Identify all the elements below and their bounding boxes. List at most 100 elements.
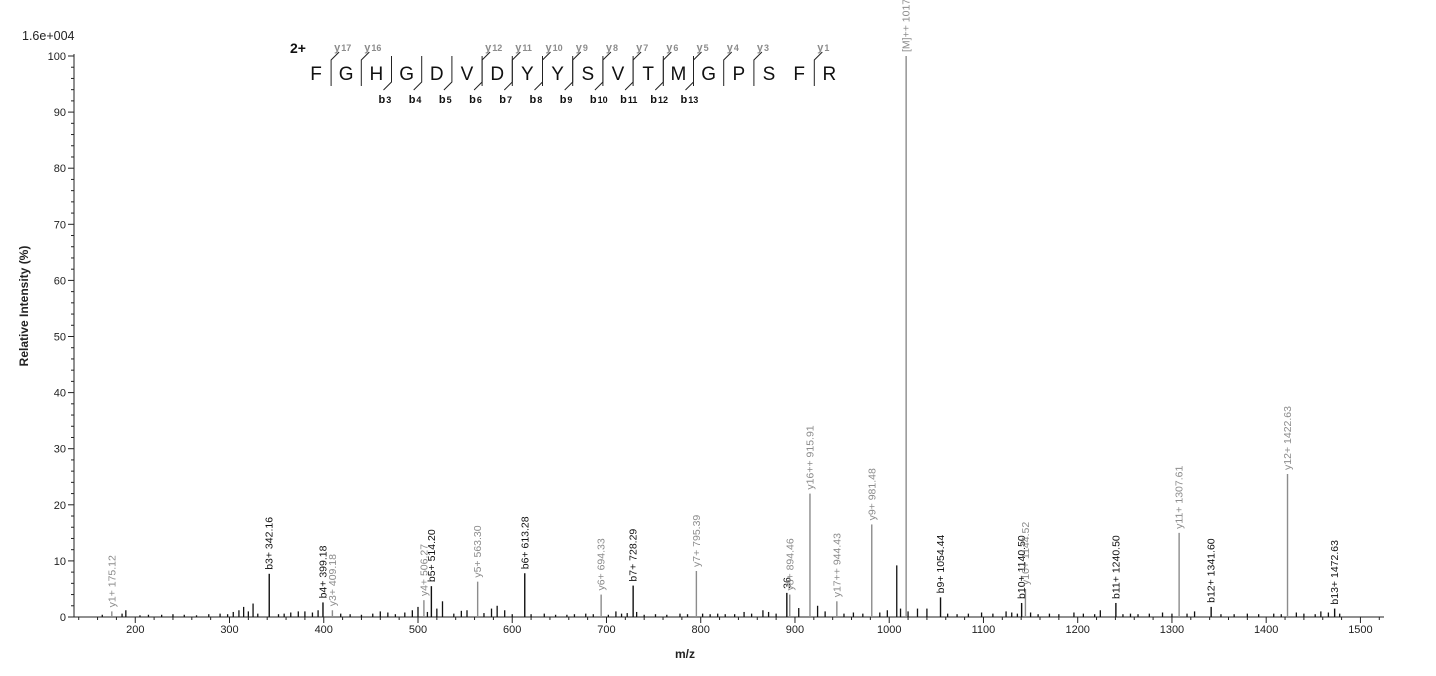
b-ion-number: 10 <box>598 95 608 105</box>
peak-label: b6+ 613.28 <box>519 516 531 569</box>
peak-label: y16++ 915.91 <box>804 425 816 489</box>
b-ion-label: b11 <box>620 94 637 106</box>
b-ion-cleavage-marker <box>473 56 483 91</box>
sequence-residue: M <box>670 64 686 85</box>
b-ion-number: 9 <box>567 95 572 105</box>
sequence-residue: Y <box>521 64 534 85</box>
b-ion-label: b5 <box>439 94 452 106</box>
y-ion-cleavage-marker <box>813 51 823 86</box>
y-ion-label: y17 <box>334 42 351 54</box>
peak-label: b4+ 399.18 <box>317 545 329 598</box>
y-ion-number: 4 <box>734 43 739 53</box>
peak-label: y17++ 944.43 <box>831 533 843 597</box>
y-ion-cleavage-marker <box>542 51 551 86</box>
y-tick-label: 70 <box>54 219 66 231</box>
peak-label: b3+ 342.16 <box>264 517 276 570</box>
b-ion-cleavage-marker <box>624 56 634 91</box>
axes: 200 300 400 500 600 700 800 900 1000 1100 1200 1300… <box>48 51 1384 636</box>
sequence-residue: R <box>823 64 837 85</box>
b-ion-label: b13 <box>681 94 699 106</box>
peak-label: y5+ 563.30 <box>472 525 484 577</box>
x-tick-label: 500 <box>409 624 427 636</box>
b-ion-number: 7 <box>507 95 512 105</box>
b-ion-number: 13 <box>688 95 698 105</box>
y-ion-cleavage-marker <box>632 51 642 86</box>
b-ion-label: b9 <box>560 94 573 106</box>
x-tick-label: 600 <box>503 624 521 636</box>
y-tick-label: 90 <box>54 107 66 119</box>
sequence-residue: P <box>732 64 745 85</box>
intensity-scale-label: 1.6e+004 <box>22 29 75 43</box>
y-ion-cleavage-marker <box>753 51 763 86</box>
sequence-residue: S <box>763 64 776 85</box>
y-ion-label: y4 <box>727 42 739 54</box>
peaks <box>101 56 1341 617</box>
sequence-residue: D <box>430 64 444 85</box>
sequence-residue: V <box>612 64 625 85</box>
sequence-residue: V <box>461 64 474 85</box>
b-ion-number: 6 <box>477 95 482 105</box>
peak-label: y11+ 1307.61 <box>1174 466 1186 529</box>
sequence-residue: G <box>339 64 354 85</box>
b-ion-label: b8 <box>530 94 543 106</box>
y-ion-label: y5 <box>697 42 709 54</box>
y-ion-number: 17 <box>341 43 351 53</box>
b-ion-cleavage-marker <box>383 56 392 91</box>
sequence-residue: F <box>793 64 805 85</box>
y-ion-label: y1 <box>817 42 829 54</box>
b-ion-cleavage-marker <box>503 56 513 91</box>
y-ion-label: y9 <box>576 42 588 54</box>
peak-label: y12+ 1422.63 <box>1282 406 1294 470</box>
peak-label: b5+ 514.20 <box>426 529 438 582</box>
sequence-residue: T <box>642 64 654 85</box>
x-tick-label: 1000 <box>877 624 901 636</box>
b-ion-cleavage-marker <box>564 56 574 91</box>
y-tick-label: 80 <box>54 163 66 175</box>
b-ion-cleavage-marker <box>413 56 423 91</box>
y-axis-title: Relative Intensity (%) <box>17 246 31 367</box>
x-axis-title: m/z <box>675 647 695 661</box>
y-ion-label: y12 <box>485 42 502 54</box>
y-tick-label: 50 <box>54 332 66 344</box>
peak-label: [M]++ 1017.96 <box>901 0 913 52</box>
y-ion-label: y16 <box>364 42 381 54</box>
b-ion-label: b3 <box>379 94 392 106</box>
y-ion-number: 10 <box>553 43 563 53</box>
y-tick-label: 20 <box>54 500 66 512</box>
y-ion-cleavage-marker <box>360 51 370 86</box>
peak-label: y9+ 981.48 <box>866 468 878 520</box>
y-ion-number: 3 <box>764 43 769 53</box>
y-ion-label: y3 <box>757 42 769 54</box>
x-tick-label: 300 <box>220 624 238 636</box>
sequence-residue: G <box>701 64 716 85</box>
b-ion-cleavage-marker <box>685 56 694 91</box>
y-ion-number: 1 <box>824 43 829 53</box>
peak-label: b13+ 1472.63 <box>1329 540 1341 605</box>
peak-label: y6+ 694.33 <box>596 538 608 590</box>
y-ion-number: 11 <box>522 43 532 53</box>
peak-label: 36 <box>781 577 793 589</box>
y-ion-cleavage-marker <box>511 51 521 86</box>
peak-label: y4+ 506.27 <box>418 544 430 596</box>
y-ion-label: y8 <box>606 42 618 54</box>
y-ion-number: 5 <box>704 43 709 53</box>
y-tick-label: 30 <box>54 444 66 456</box>
y-ion-cleavage-marker <box>602 51 612 86</box>
b-ion-cleavage-marker <box>654 56 664 91</box>
y-ion-cleavage-marker <box>723 51 733 86</box>
b-ion-label: b12 <box>650 94 668 106</box>
x-tick-label: 1400 <box>1254 624 1278 636</box>
y-ion-label: y7 <box>636 42 648 54</box>
b-ion-number: 3 <box>386 95 391 105</box>
peak-label: y8+ 894.46 <box>784 538 796 590</box>
x-tick-label: 800 <box>692 624 710 636</box>
peak-label: b11+ 1240.50 <box>1110 535 1122 599</box>
y-ion-label: y10 <box>546 42 563 54</box>
peak-label: y3+ 409.18 <box>327 554 339 606</box>
sequence-residue: G <box>399 64 414 85</box>
b-ion-number: 12 <box>658 95 668 105</box>
b-ion-label: b7 <box>499 94 512 106</box>
b-ion-cleavage-marker <box>443 56 453 91</box>
